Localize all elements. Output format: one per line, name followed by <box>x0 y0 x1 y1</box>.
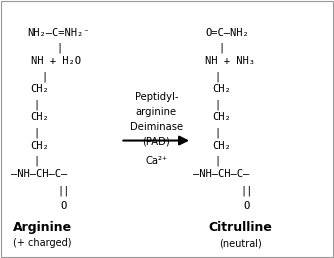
Text: Ca²⁺: Ca²⁺ <box>145 156 167 166</box>
Text: Deiminase: Deiminase <box>130 122 183 132</box>
Text: ||: || <box>240 185 253 196</box>
Text: Citrulline: Citrulline <box>208 221 272 234</box>
Text: O: O <box>61 201 67 211</box>
Text: arginine: arginine <box>136 107 177 117</box>
Text: CH₂: CH₂ <box>31 141 49 151</box>
Text: |: | <box>215 128 221 138</box>
Text: (neutral): (neutral) <box>219 238 262 248</box>
Text: –NH–CH–C–: –NH–CH–C– <box>193 169 249 179</box>
Text: Arginine: Arginine <box>13 221 72 234</box>
Text: |: | <box>57 43 63 53</box>
Text: NH₂–C=NH₂⁻: NH₂–C=NH₂⁻ <box>27 28 90 38</box>
Text: CH₂: CH₂ <box>31 84 49 94</box>
Text: CH₂: CH₂ <box>212 141 231 151</box>
Text: |: | <box>33 99 40 110</box>
Text: CH₂: CH₂ <box>212 84 231 94</box>
Text: |: | <box>215 71 221 82</box>
Text: O=C–NH₂: O=C–NH₂ <box>205 28 249 38</box>
Text: Peptidyl-: Peptidyl- <box>135 92 178 102</box>
Text: |: | <box>33 128 40 138</box>
Text: |: | <box>219 43 225 53</box>
Text: (PAD): (PAD) <box>143 136 170 147</box>
Text: O: O <box>243 201 249 211</box>
Text: NH + H₂O: NH + H₂O <box>31 56 80 66</box>
Text: (+ charged): (+ charged) <box>13 238 71 248</box>
Text: |: | <box>215 99 221 110</box>
Text: CH₂: CH₂ <box>212 112 231 123</box>
Text: |: | <box>33 156 40 166</box>
Text: |: | <box>42 71 48 82</box>
Text: ||: || <box>58 185 70 196</box>
Text: CH₂: CH₂ <box>31 112 49 123</box>
Text: NH + NH₃: NH + NH₃ <box>205 56 255 66</box>
Text: –NH–CH–C–: –NH–CH–C– <box>11 169 67 179</box>
Text: |: | <box>215 156 221 166</box>
